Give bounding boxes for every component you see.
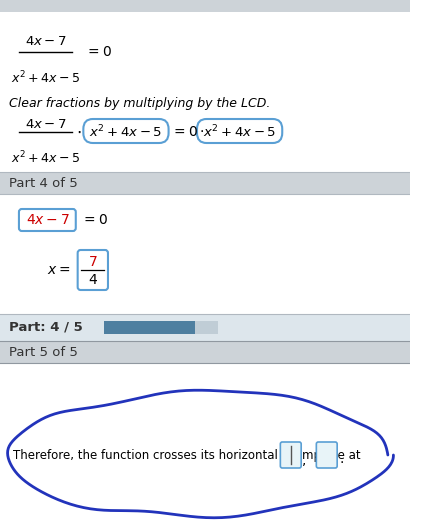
Text: Part 4 of 5: Part 4 of 5 (10, 177, 78, 190)
Text: $x =$: $x =$ (47, 263, 71, 277)
Bar (0, 315, 410, 341)
FancyBboxPatch shape (19, 209, 76, 231)
FancyBboxPatch shape (197, 119, 282, 143)
FancyBboxPatch shape (280, 442, 301, 468)
Text: $= 0$: $= 0$ (85, 45, 112, 59)
Text: ,: , (302, 453, 307, 467)
Text: $\cdot$: $\cdot$ (76, 123, 81, 141)
Text: $= 0$: $= 0$ (81, 213, 107, 227)
Text: $4x-7$: $4x-7$ (25, 118, 66, 131)
Text: $4x-7$: $4x-7$ (25, 35, 66, 48)
Text: $4x - 7$: $4x - 7$ (26, 213, 69, 227)
FancyBboxPatch shape (83, 119, 168, 143)
Text: Therefore, the function crosses its horizontal asymptote at: Therefore, the function crosses its hori… (13, 448, 361, 462)
Text: Part: 4 / 5: Part: 4 / 5 (10, 321, 83, 334)
Bar (0, 172, 410, 194)
Text: Clear fractions by multiplying by the LCD.: Clear fractions by multiplying by the LC… (10, 97, 271, 110)
Text: $x^2 + 4x - 5$: $x^2 + 4x - 5$ (89, 123, 162, 140)
Text: $= 0 \cdot$: $= 0 \cdot$ (171, 125, 205, 139)
Bar (104, 321, 195, 334)
Bar (0, 341, 410, 363)
Bar (0, 194, 410, 314)
Text: $7$: $7$ (88, 255, 97, 269)
Text: .: . (339, 452, 343, 466)
FancyBboxPatch shape (317, 442, 337, 468)
Bar (104, 321, 218, 334)
Text: $4$: $4$ (88, 273, 98, 287)
Text: $x^2+4x-5$: $x^2+4x-5$ (11, 70, 80, 86)
Text: $x^2+4x-5$: $x^2+4x-5$ (11, 150, 80, 166)
Text: $x^2 + 4x - 5$: $x^2 + 4x - 5$ (203, 123, 276, 140)
Bar (0, 363, 410, 530)
Bar (0, 0, 410, 12)
Bar (0, 12, 410, 172)
Text: Part 5 of 5: Part 5 of 5 (10, 346, 78, 359)
FancyBboxPatch shape (78, 250, 108, 290)
